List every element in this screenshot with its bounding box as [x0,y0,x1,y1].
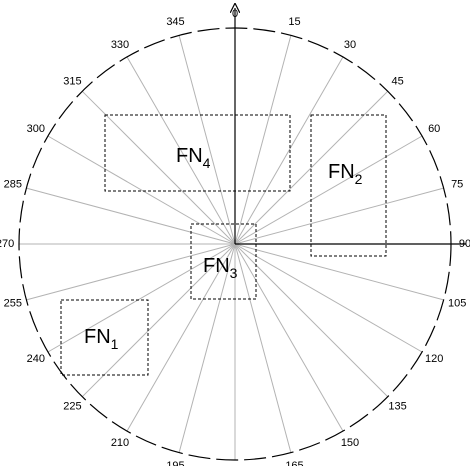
spoke-75 [234,187,444,245]
region-fn4-label: FN4 [176,145,211,171]
angle-label-240: 240 [27,353,45,365]
region-fn3-label: FN3 [203,255,238,281]
angle-label-150: 150 [341,437,359,449]
spoke-150 [234,243,344,432]
angle-label-225: 225 [63,401,81,413]
region-fn3-name: FN [203,255,230,277]
angle-label-30: 30 [344,39,356,51]
angle-labels: 0153045607590105120135150165180195210225… [0,8,470,466]
spoke-135 [234,243,389,398]
angle-label-75: 75 [451,179,463,191]
spoke-30 [234,56,344,245]
region-fn4-name: FN [176,145,203,167]
angle-label-90: 90 [459,238,470,250]
spoke-315 [81,90,236,245]
angle-label-195: 195 [166,460,184,466]
spoke-195 [178,243,236,453]
region-fn2-name: FN [328,161,355,183]
region-fn4: FN4 [104,114,291,192]
angle-label-15: 15 [288,16,300,28]
region-fn3: FN3 [190,223,257,300]
angle-label-300: 300 [27,123,45,135]
region-fn2-label: FN2 [328,161,363,187]
region-fn4-subscript: 4 [203,155,211,171]
spoke-240 [47,243,236,353]
angle-label-345: 345 [166,16,184,28]
spoke-255 [26,243,236,301]
region-fn2: FN2 [310,114,387,257]
angle-label-135: 135 [388,401,406,413]
angle-label-120: 120 [425,353,443,365]
spoke-225 [81,243,236,398]
angle-label-60: 60 [428,123,440,135]
region-fn1-box [60,299,149,376]
spoke-60 [234,135,423,245]
angle-label-285: 285 [4,179,22,191]
angle-label-0: 0 [232,8,238,20]
spoke-300 [47,135,236,245]
spoke-210 [126,243,236,432]
region-fn1-subscript: 1 [111,336,119,352]
spoke-165 [234,243,292,453]
spoke-345 [178,35,236,245]
spoke-45 [234,90,389,245]
spoke-330 [126,56,236,245]
angle-label-255: 255 [4,298,22,310]
region-fn3-subscript: 3 [230,265,238,281]
angle-label-210: 210 [111,437,129,449]
region-fn3-box [190,223,257,300]
angle-label-330: 330 [111,39,129,51]
spoke-105 [234,243,444,301]
spoke-120 [234,243,423,353]
region-fn2-box [310,114,387,257]
region-fn1-label: FN1 [84,326,119,352]
region-fn2-subscript: 2 [355,171,363,187]
region-fn1: FN1 [60,299,149,376]
angle-label-105: 105 [448,298,466,310]
angle-label-315: 315 [63,75,81,87]
region-fn4-box [104,114,291,192]
spoke-285 [26,187,236,245]
region-fn1-name: FN [84,326,111,348]
angle-label-165: 165 [285,460,303,466]
angle-label-270: 270 [0,238,14,250]
angle-label-45: 45 [391,75,403,87]
radial-spokes [19,35,444,460]
spoke-15 [234,35,292,245]
